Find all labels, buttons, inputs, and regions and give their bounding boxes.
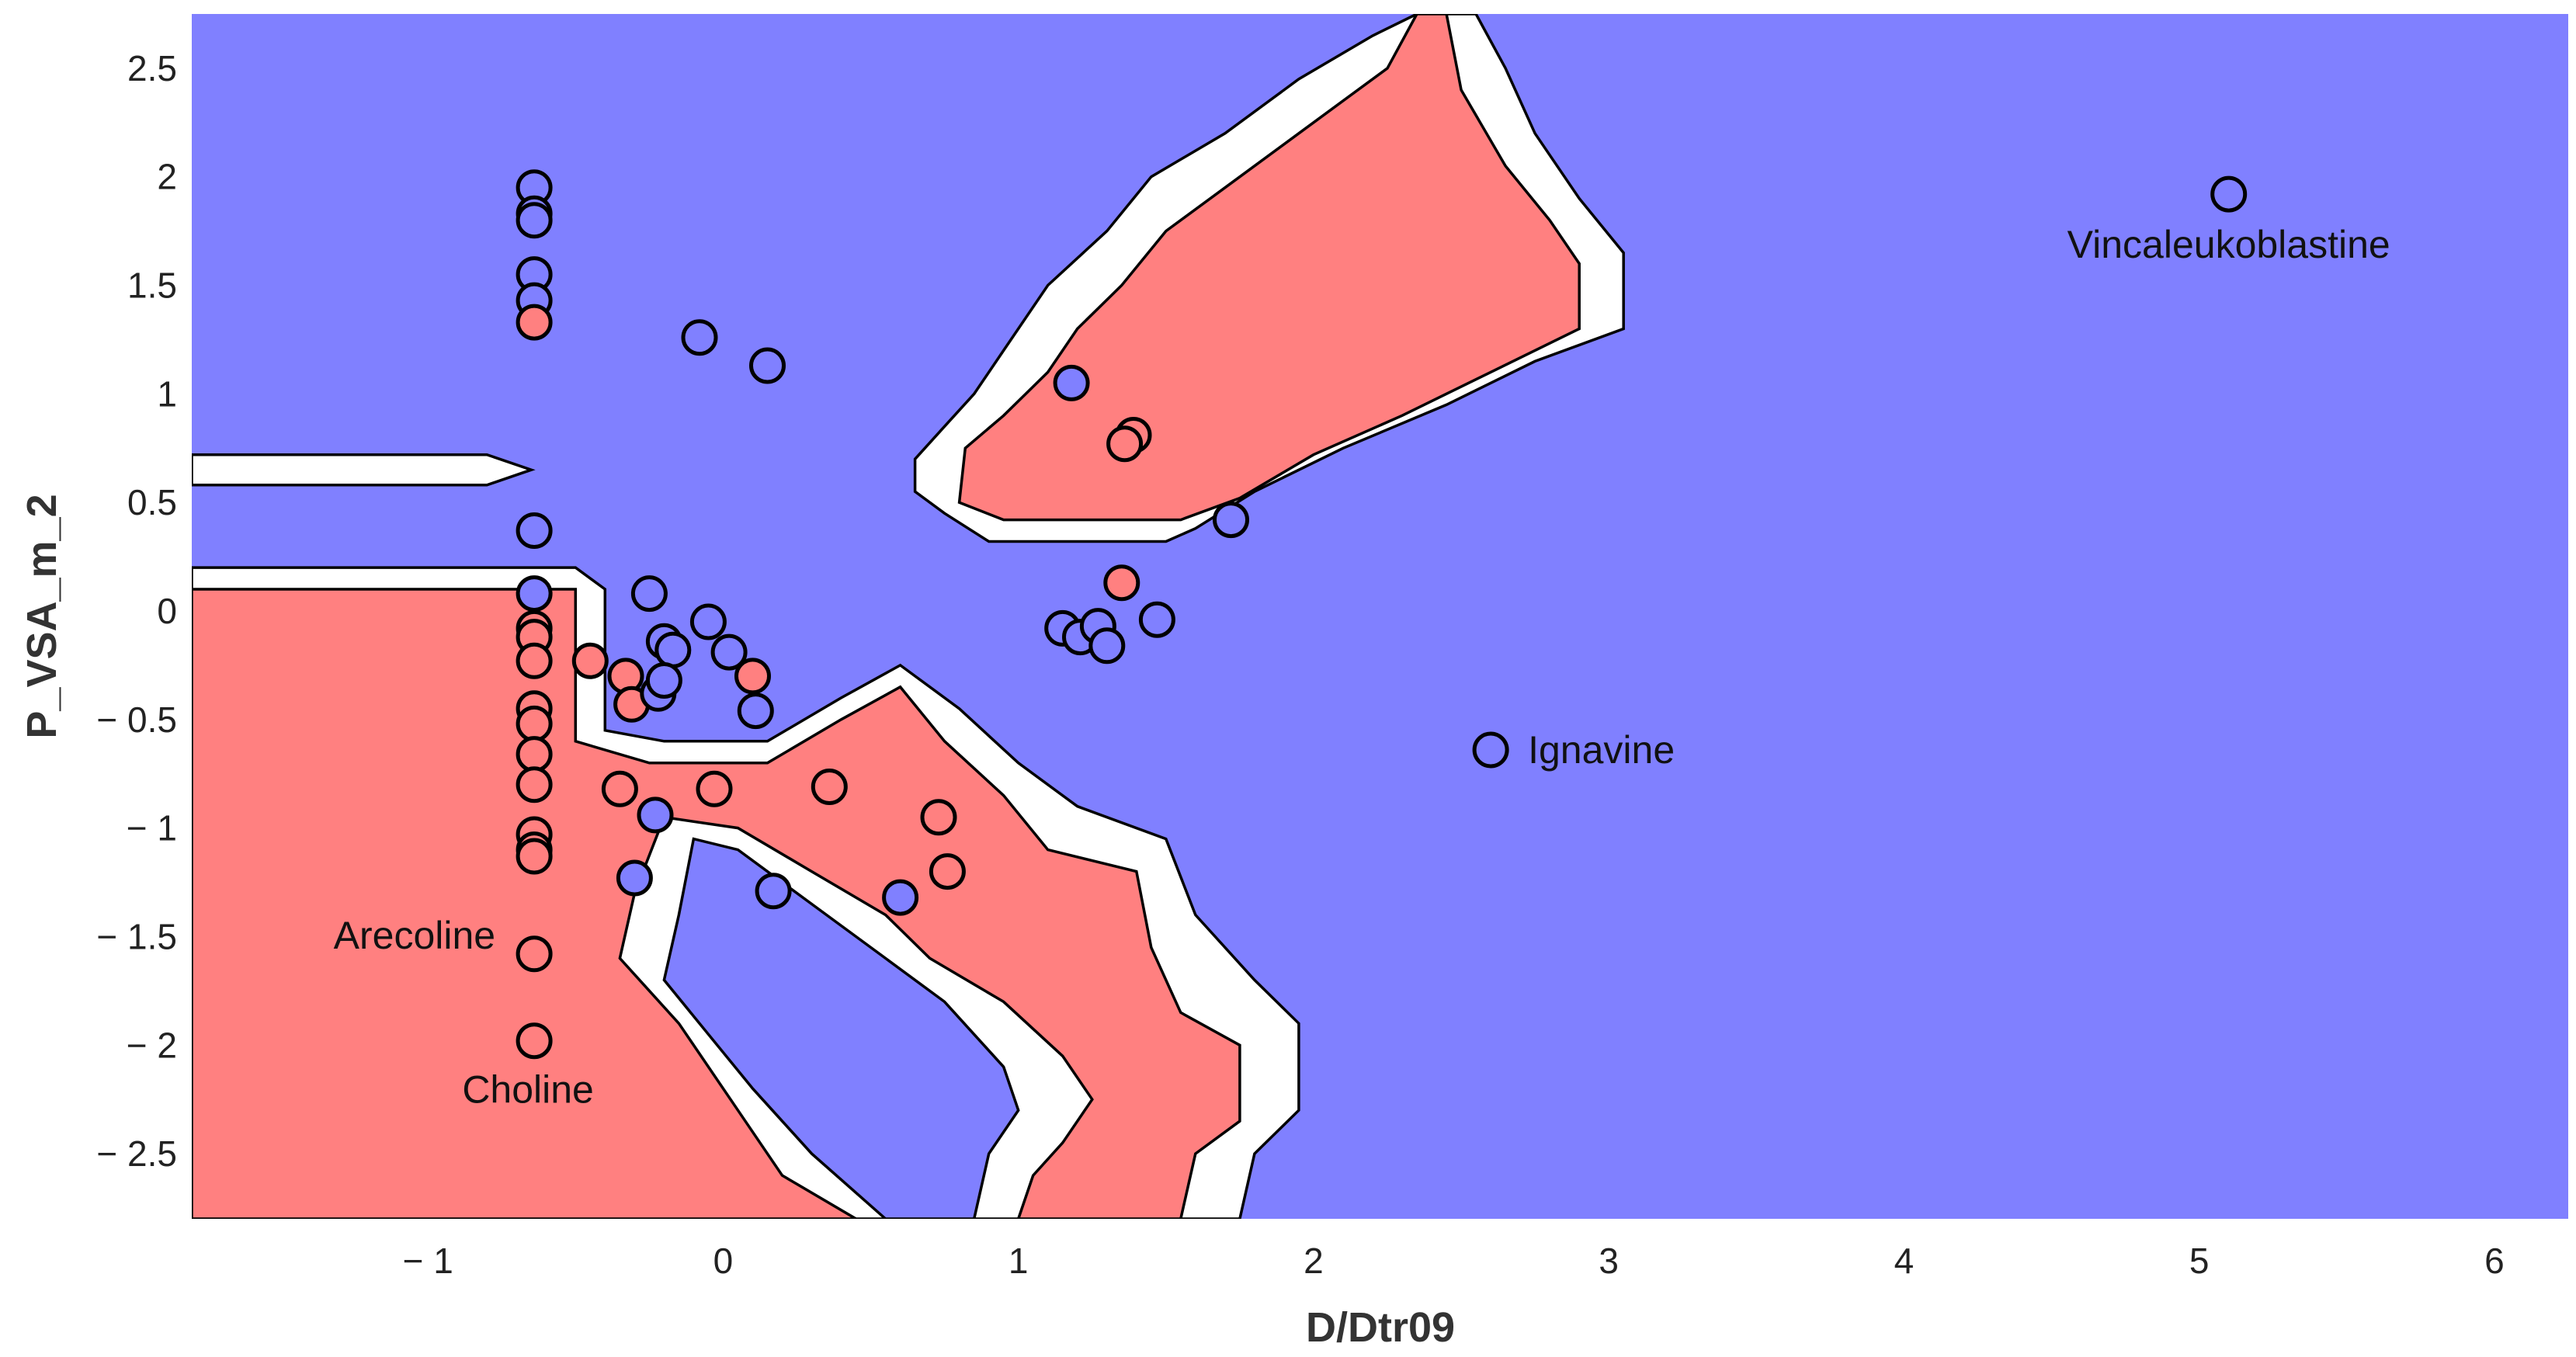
data-point-52 <box>1088 627 1126 665</box>
data-point-18 <box>516 935 553 973</box>
data-point-27 <box>654 631 692 668</box>
annotation-arecoline: Arecoline <box>334 914 495 957</box>
data-point-45 <box>1106 425 1144 463</box>
y-tick-label: − 2.5 <box>96 1133 177 1174</box>
point-annotations: Vincaleukoblastine Ignavine Arecoline Choli… <box>334 223 2390 1112</box>
x-tick-label: 4 <box>1894 1241 1915 1281</box>
y-axis-ticks: 2.5 2 1.5 1 0.5 0 − 0.5 − 1 − 1.5 − 2 − 2.5 <box>96 48 177 1174</box>
x-axis-ticks: − 1 0 1 2 3 4 5 6 <box>403 1241 2505 1281</box>
y-tick-label: 0 <box>157 591 177 631</box>
data-point-10 <box>516 642 553 679</box>
region-margin-0 <box>192 453 536 487</box>
annotation-choline: Choline <box>462 1068 594 1112</box>
data-point-43 <box>1053 364 1090 401</box>
x-tick-label: 5 <box>2189 1241 2210 1281</box>
region-red-6 <box>957 14 1581 522</box>
data-point-39 <box>920 799 957 836</box>
data-point-14 <box>516 766 553 803</box>
data-point-6 <box>516 512 553 549</box>
x-tick-label: − 1 <box>403 1241 453 1281</box>
data-point-47 <box>1103 564 1140 602</box>
data-points <box>516 169 2248 1060</box>
y-tick-label: 2 <box>157 157 177 197</box>
data-point-48 <box>1138 601 1175 638</box>
data-point-46 <box>1213 502 1249 539</box>
x-tick-label: 0 <box>713 1241 734 1281</box>
data-point-34 <box>637 796 674 834</box>
y-tick-label: 1.5 <box>127 266 177 306</box>
x-tick-label: 1 <box>1009 1241 1029 1281</box>
annotation-vincaleukoblastine: Vincaleukoblastine <box>2067 223 2390 266</box>
x-tick-label: 6 <box>2484 1241 2505 1281</box>
data-point-23 <box>601 770 638 807</box>
y-tick-label: − 1.5 <box>96 917 177 957</box>
y-tick-label: − 0.5 <box>96 699 177 740</box>
data-point-40 <box>929 853 966 890</box>
data-point-28 <box>645 662 682 699</box>
data-point-31 <box>734 658 771 695</box>
data-point-30 <box>710 633 748 671</box>
data-point-33 <box>696 770 733 807</box>
data-point-38 <box>882 879 919 916</box>
decision-regions <box>192 14 1625 1219</box>
data-point-35 <box>616 859 653 897</box>
y-axis-title: P_VSA_m_2 <box>19 494 65 738</box>
data-point-7 <box>516 575 553 613</box>
data-point-36 <box>755 873 792 910</box>
y-tick-label: 2.5 <box>127 48 177 88</box>
y-tick-label: 0.5 <box>127 482 177 522</box>
data-point-54 <box>2210 175 2248 213</box>
data-point-19 <box>516 1022 553 1060</box>
data-point-32 <box>737 692 774 730</box>
y-tick-label: − 1 <box>127 808 177 849</box>
data-point-37 <box>811 769 848 805</box>
data-point-41 <box>681 319 718 356</box>
data-point-13 <box>516 736 553 773</box>
annotation-ignavine: Ignavine <box>1528 728 1675 772</box>
x-tick-label: 2 <box>1304 1241 1324 1281</box>
data-point-42 <box>749 347 786 384</box>
x-tick-label: 3 <box>1599 1241 1619 1281</box>
y-tick-label: 1 <box>157 373 177 414</box>
data-point-20 <box>571 642 609 679</box>
data-point-5 <box>516 304 553 341</box>
x-axis-title: D/Dtr09 <box>1306 1304 1455 1351</box>
data-point-12 <box>516 705 553 742</box>
data-point-17 <box>516 838 553 875</box>
data-point-53 <box>1472 731 1509 769</box>
data-point-29 <box>689 603 727 640</box>
y-tick-label: − 2 <box>127 1025 177 1065</box>
data-point-2 <box>516 202 553 239</box>
data-point-25 <box>630 575 668 613</box>
